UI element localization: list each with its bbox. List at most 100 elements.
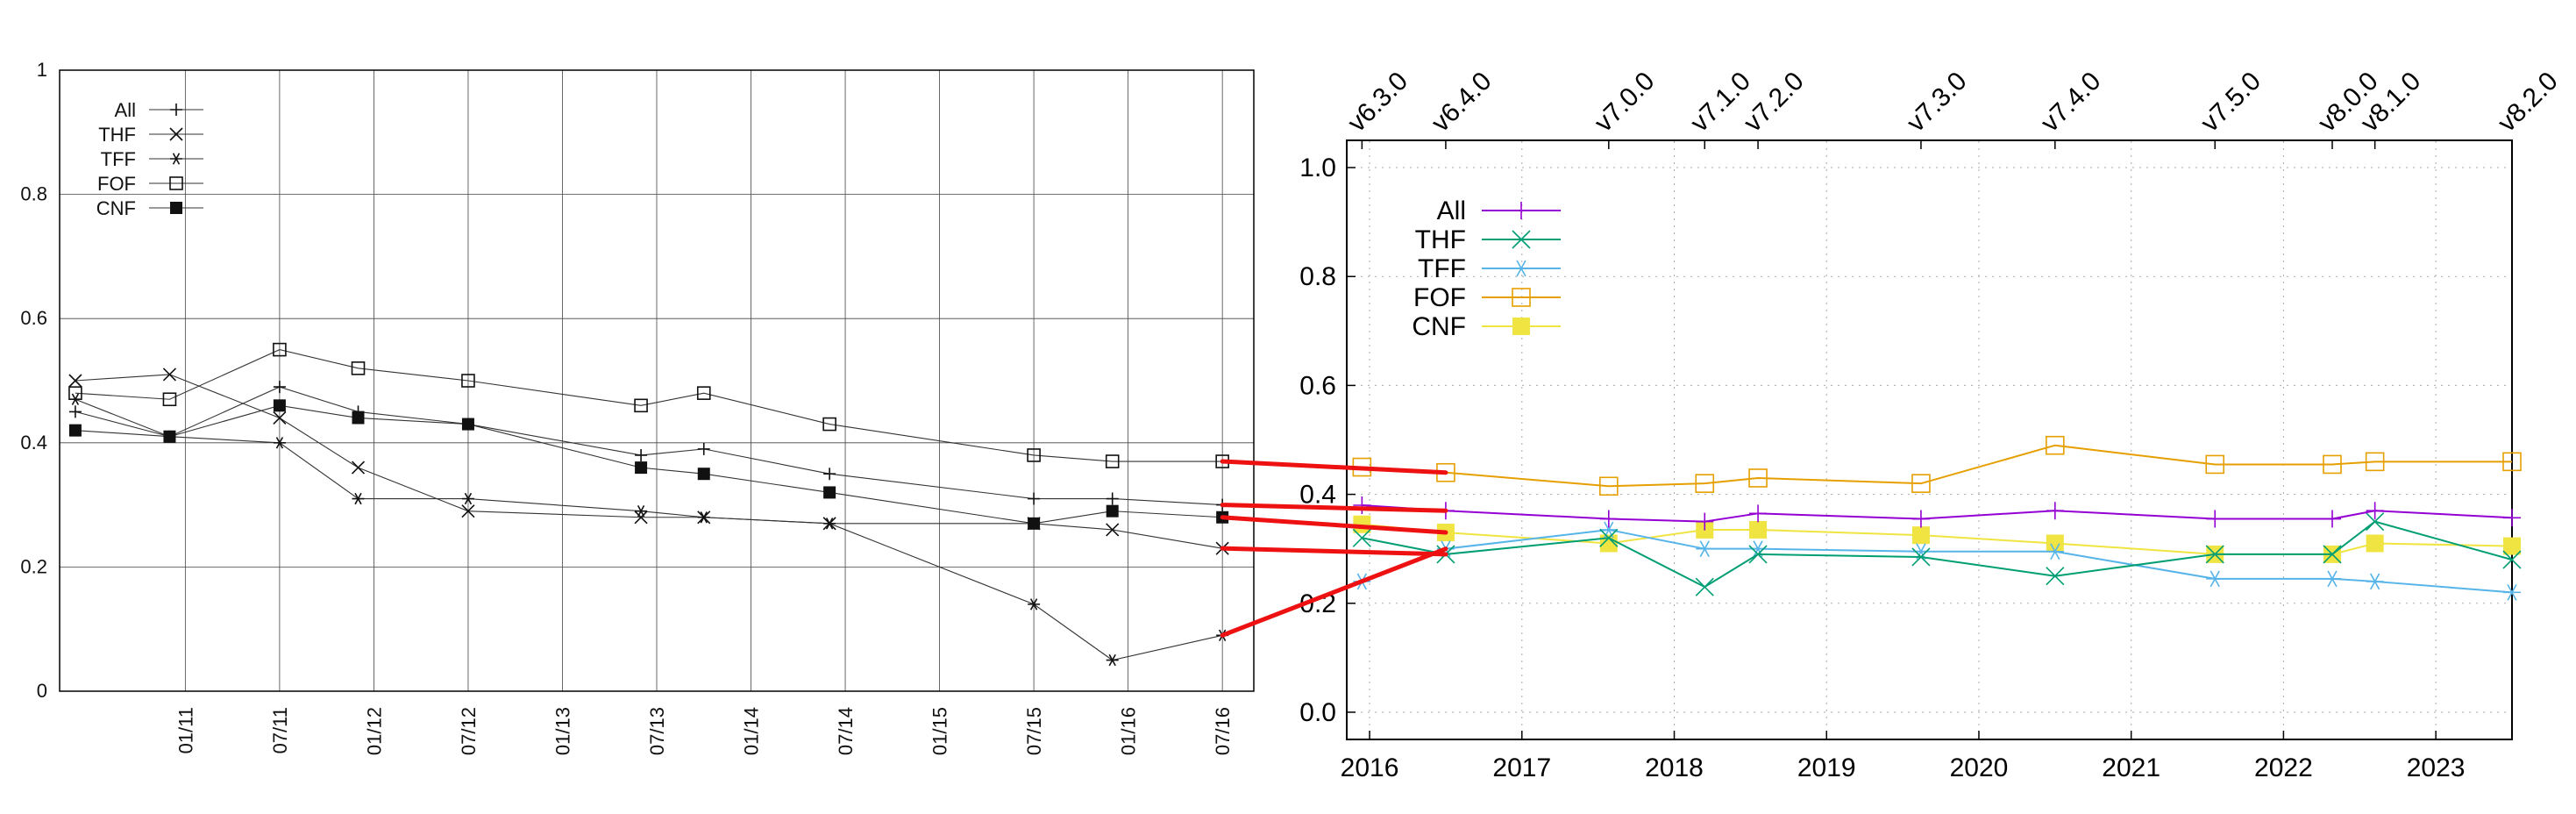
connector-all <box>1220 503 1448 513</box>
left-series-fof <box>68 342 1229 468</box>
left-data-point <box>163 430 176 443</box>
left-legend-marker <box>169 127 183 141</box>
right-data-point <box>2205 545 2224 564</box>
left-data-point <box>823 518 836 530</box>
left-data-point <box>162 368 177 382</box>
left-y-tick-label: 1 <box>37 59 47 81</box>
right-legend-marker <box>1512 318 1530 335</box>
right-legend-marker <box>1512 230 1531 249</box>
version-label: v7.4.0 <box>2035 67 2106 138</box>
left-data-point <box>822 417 836 432</box>
left-data-point <box>273 342 287 357</box>
right-data-point <box>2502 452 2522 472</box>
left-data-point <box>68 386 82 400</box>
right-x-tick-label: 2020 <box>1950 753 2009 782</box>
left-data-point <box>1028 517 1041 530</box>
right-x-tick-label: 2022 <box>2254 753 2313 782</box>
left-data-point <box>68 374 82 388</box>
version-label: v7.2.0 <box>1739 67 1810 138</box>
left-data-point <box>1028 492 1041 505</box>
left-legend-label: TFF <box>101 148 136 170</box>
left-series-tff <box>68 393 1229 667</box>
right-legend-label: All <box>1437 196 1466 225</box>
right-data-point <box>2205 454 2225 475</box>
right-series-tff <box>1353 521 2521 601</box>
left-x-tick-label: 01/15 <box>929 707 951 755</box>
right-data-point <box>1353 496 1371 515</box>
left-y-tick-label: 0.4 <box>20 432 47 453</box>
left-data-point <box>697 511 710 524</box>
left-data-point <box>162 392 177 407</box>
left-data-point <box>823 486 836 499</box>
right-x-tick-label: 2016 <box>1341 753 1399 782</box>
left-series-thf <box>68 368 1229 555</box>
left-series-all <box>68 381 1229 511</box>
right-y-tick-label: 0.6 <box>1299 371 1336 400</box>
right-data-point <box>1911 547 1931 567</box>
right-data-point <box>1599 510 1618 528</box>
left-data-point <box>634 398 648 413</box>
left-x-tick-label: 01/12 <box>363 707 385 755</box>
right-plot-frame <box>1346 139 2513 740</box>
right-data-point <box>1599 476 1619 496</box>
left-x-tick-label: 01/14 <box>741 707 763 755</box>
left-x-tick-label: 07/13 <box>646 707 668 755</box>
right-data-point <box>1911 474 1931 493</box>
left-data-point <box>1106 523 1120 537</box>
left-data-point <box>352 492 365 505</box>
left-x-tick-label: 07/15 <box>1023 707 1045 755</box>
right-legend-label: TFF <box>1418 254 1466 283</box>
right-data-point <box>1748 545 1768 564</box>
right-data-point <box>2046 543 2064 561</box>
left-series-line <box>75 398 1223 661</box>
left-series-line <box>75 349 1223 462</box>
right-data-point <box>2503 509 2521 527</box>
connector-thf <box>1220 546 1448 557</box>
left-data-point <box>1106 653 1119 667</box>
right-series-fof <box>1352 435 2522 496</box>
left-data-point <box>352 411 365 425</box>
version-label: v7.5.0 <box>2195 67 2266 138</box>
right-data-point <box>1599 528 1619 547</box>
left-data-point <box>273 437 286 449</box>
right-data-point <box>1352 528 1371 547</box>
right-series-line <box>1362 444 2512 488</box>
left-data-point <box>461 492 474 505</box>
left-data-point <box>635 504 648 518</box>
left-legend-marker <box>170 202 182 214</box>
version-label: v7.3.0 <box>1902 67 1973 138</box>
right-data-point <box>2206 570 2224 588</box>
left-data-point <box>1106 492 1119 505</box>
left-y-tick-label: 0 <box>37 680 47 702</box>
right-data-point <box>1749 504 1768 523</box>
right-data-point <box>2366 512 2385 532</box>
left-data-point <box>351 461 366 475</box>
right-data-point <box>2323 454 2342 475</box>
right-data-point <box>1911 526 1930 545</box>
version-label: v7.1.0 <box>1685 67 1756 138</box>
left-data-point <box>634 511 648 525</box>
right-y-tick-label: 0.4 <box>1299 481 1336 510</box>
left-series-line <box>75 374 1223 549</box>
left-data-point <box>1028 598 1041 610</box>
left-series-line <box>75 404 1223 525</box>
left-y-tick-label: 0.6 <box>20 307 47 329</box>
right-data-point <box>2366 573 2384 590</box>
right-data-point <box>1696 540 1714 558</box>
left-plot-frame <box>59 69 1255 692</box>
right-data-point <box>1749 520 1768 539</box>
right-legend-label: THF <box>1415 225 1466 254</box>
right-data-point <box>2366 502 2384 520</box>
left-series-line <box>75 386 1223 506</box>
right-data-point <box>1695 577 1714 596</box>
left-x-tick-label: 01/11 <box>174 707 196 753</box>
left-data-point <box>1106 504 1119 518</box>
right-data-point <box>1748 468 1768 488</box>
left-series-cnf <box>68 399 1229 530</box>
version-label: v6.4.0 <box>1427 67 1498 138</box>
version-label: v8.2.0 <box>2493 67 2564 138</box>
left-legend-label: CNF <box>96 197 136 219</box>
left-data-point <box>68 405 82 418</box>
left-data-point <box>461 504 475 518</box>
